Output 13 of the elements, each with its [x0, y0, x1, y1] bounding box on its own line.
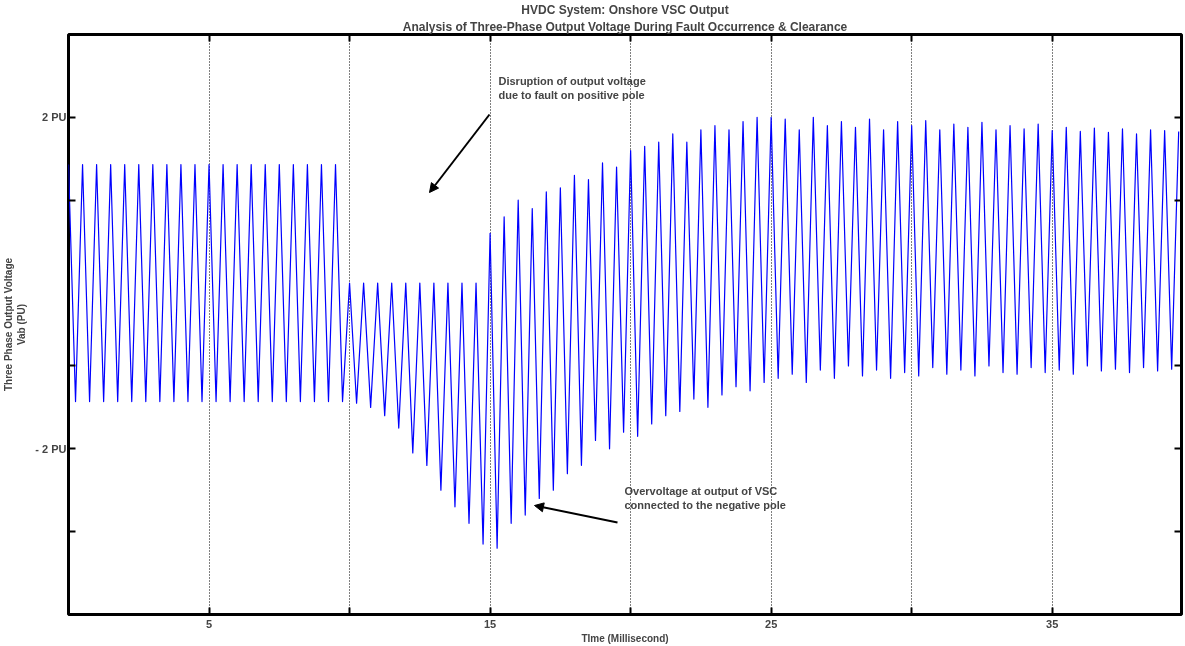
x-tick-label: 5 — [205, 617, 213, 630]
annotation: Overvoltage at output of VSC connected to the negative pole — [624, 484, 786, 511]
chart-title: HVDC System: Onshore VSC Output — [521, 2, 729, 17]
line-series — [68, 116, 1180, 549]
chart-subtitle: Analysis of Three-Phase Output Voltage During Fault Occurrence & Clearance — [402, 19, 848, 34]
y-tick-label: - 2 PU — [35, 442, 67, 455]
x-axis-title: TIme (Millisecond) — [581, 632, 669, 644]
y-tick-label: 2 PU — [42, 111, 67, 124]
x-tick-label: 25 — [765, 617, 778, 630]
y-axis-title: Three Phase Output Voltage Vab (PU) — [3, 257, 28, 392]
x-tick-label: 15 — [483, 617, 497, 630]
annotation: Disruption of output voltage due to fault on positive pole — [498, 74, 646, 101]
x-tick-label: 35 — [1046, 617, 1059, 630]
